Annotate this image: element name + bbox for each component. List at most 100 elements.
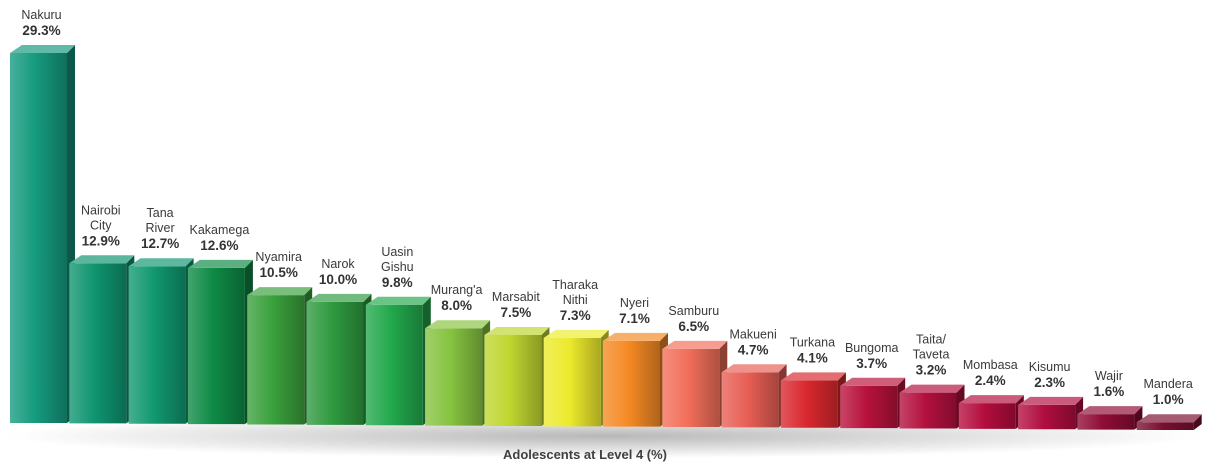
bar-top-face: [187, 259, 253, 268]
bar-front-face: [365, 304, 423, 426]
bar: [543, 329, 609, 427]
bar-top-face: [425, 320, 491, 329]
bar-front-face: [780, 380, 838, 428]
value-label: 2.4%: [975, 373, 1006, 388]
category-label: Uasin: [381, 245, 413, 259]
bar: [187, 259, 253, 425]
bar-top-face: [780, 372, 846, 381]
category-label: Tana: [147, 206, 174, 220]
bar-front-face: [1136, 422, 1194, 430]
value-label: 9.8%: [382, 275, 413, 290]
bar-top-face: [306, 293, 372, 302]
bar-top-face: [1077, 406, 1143, 415]
bar: [10, 45, 75, 423]
bar: [1136, 414, 1202, 430]
value-label: 12.7%: [141, 236, 179, 251]
bar-top-face: [365, 296, 431, 305]
bar-top-face: [899, 384, 965, 393]
bar-front-face: [69, 263, 127, 424]
bar-front-face: [425, 328, 483, 426]
value-label: 7.1%: [619, 311, 650, 326]
bar-front-face: [899, 392, 957, 429]
bar-front-face: [721, 372, 779, 428]
category-label: Wajir: [1095, 369, 1123, 383]
category-label: Murang'a: [431, 283, 483, 297]
category-label: City: [90, 218, 112, 232]
bar: [840, 377, 906, 429]
category-label: Taita/: [916, 333, 946, 347]
bar-top-face: [484, 326, 550, 335]
bar: [425, 320, 491, 426]
category-label: Mombasa: [963, 358, 1018, 372]
category-label: Bungoma: [845, 341, 899, 355]
bar: [128, 258, 194, 424]
value-label: 1.0%: [1153, 392, 1184, 407]
bar-front-face: [1077, 414, 1135, 430]
bar: [1077, 406, 1143, 430]
bar-side-face: [1193, 414, 1202, 430]
bar-top-face: [662, 340, 728, 349]
category-label: Mandera: [1144, 377, 1193, 391]
bar: [484, 326, 550, 426]
bar-top-face: [1018, 396, 1084, 405]
value-label: 7.3%: [560, 308, 591, 323]
category-label: Kisumu: [1029, 360, 1071, 374]
category-label: Narok: [321, 257, 355, 271]
bar: [780, 372, 846, 428]
bar-top-face: [603, 332, 668, 341]
bar: [603, 332, 668, 427]
bar-front-face: [484, 334, 542, 426]
category-label: Tharaka: [552, 278, 598, 292]
category-label: Nakuru: [21, 8, 61, 22]
bar: [306, 293, 372, 425]
value-label: 12.6%: [200, 238, 238, 253]
bar: [721, 364, 787, 428]
category-label: Kakamega: [190, 223, 250, 237]
bar-front-face: [247, 295, 305, 425]
value-label: 8.0%: [441, 298, 472, 313]
bar-top-face: [247, 287, 313, 296]
bar-top-face: [721, 364, 787, 373]
category-label: Nithi: [563, 293, 588, 307]
bar-front-face: [306, 301, 364, 425]
category-label: River: [146, 221, 175, 235]
bar-top-face: [543, 329, 609, 338]
category-label: Nyeri: [620, 296, 649, 310]
category-label: Turkana: [790, 335, 835, 349]
bar-front-face: [1018, 404, 1076, 430]
value-label: 6.5%: [678, 319, 709, 334]
bar: [247, 287, 313, 425]
category-label: Marsabit: [492, 290, 540, 304]
value-label: 29.3%: [22, 23, 60, 38]
value-label: 7.5%: [501, 305, 532, 320]
bar-front-face: [840, 385, 898, 429]
bar: [899, 384, 965, 429]
bar-top-face: [10, 45, 75, 53]
bar: [662, 340, 728, 428]
category-label: Nyamira: [255, 250, 302, 264]
bar-top-face: [128, 258, 194, 267]
value-label: 4.1%: [797, 350, 828, 365]
bar: [365, 296, 431, 426]
bar-front-face: [10, 53, 67, 423]
bar-front-face: [958, 403, 1016, 429]
value-label: 12.9%: [82, 233, 120, 248]
category-label: Taveta: [913, 348, 950, 362]
category-label: Gishu: [381, 260, 414, 274]
bar-front-face: [128, 266, 186, 424]
category-label: Makueni: [729, 327, 776, 341]
value-label: 1.6%: [1094, 384, 1125, 399]
value-label: 3.2%: [916, 363, 947, 378]
category-label: Samburu: [668, 304, 719, 318]
value-label: 4.7%: [738, 342, 769, 357]
value-label: 3.7%: [856, 356, 887, 371]
value-label: 10.0%: [319, 272, 357, 287]
x-axis-title: Adolescents at Level 4 (%): [503, 447, 667, 462]
bar-top-face: [69, 255, 135, 264]
bar-top-face: [840, 377, 906, 386]
bar-front-face: [603, 340, 660, 427]
bar-front-face: [187, 267, 245, 425]
value-label: 10.5%: [260, 265, 298, 280]
